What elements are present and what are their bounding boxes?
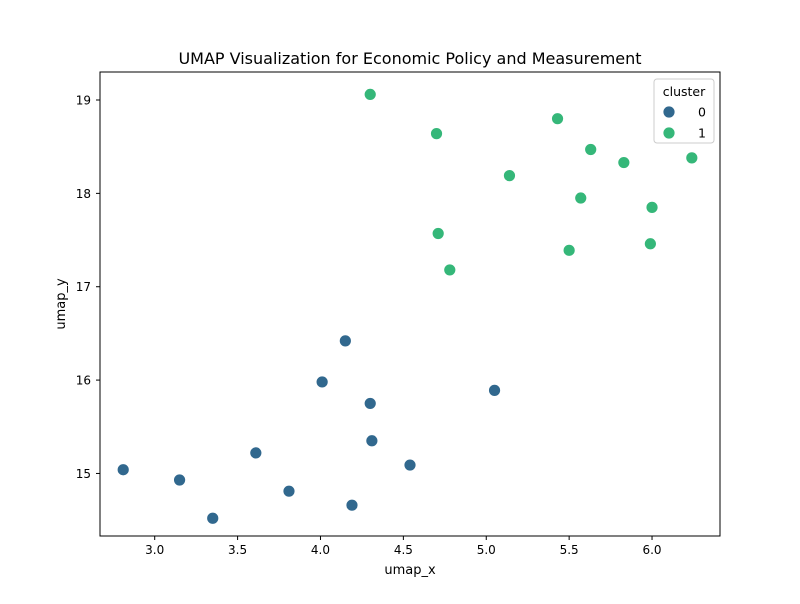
point-cluster-1 (503, 169, 516, 183)
point-cluster-0 (116, 463, 130, 477)
y-axis-label: umap_y (54, 278, 69, 330)
x-tick-label: 3.0 (145, 543, 164, 557)
x-tick-label: 5.0 (477, 543, 496, 557)
legend-marker-cluster-0 (662, 105, 676, 119)
chart-title: UMAP Visualization for Economic Policy a… (178, 49, 641, 68)
y-tick-label: 16 (76, 374, 91, 388)
point-cluster-0 (249, 446, 263, 460)
y-tick-label: 19 (76, 94, 91, 108)
point-cluster-1 (551, 112, 564, 126)
point-cluster-0 (403, 458, 417, 472)
x-tick-label: 6.0 (642, 543, 661, 557)
point-cluster-0 (315, 375, 329, 389)
y-tick-label: 15 (76, 467, 91, 481)
point-cluster-1 (584, 143, 598, 156)
legend: cluster 0 1 (653, 78, 715, 144)
point-cluster-1 (431, 227, 445, 240)
point-cluster-0 (206, 511, 220, 525)
legend-marker-cluster-1 (662, 126, 676, 140)
x-tick-label: 5.5 (560, 543, 579, 557)
x-axis-label: umap_x (384, 563, 436, 578)
point-cluster-0 (338, 334, 352, 348)
x-tick-label: 4.5 (394, 543, 413, 557)
point-cluster-0 (173, 473, 186, 487)
point-cluster-1 (562, 243, 576, 257)
point-cluster-0 (363, 397, 377, 410)
point-cluster-1 (574, 191, 588, 205)
y-axis-ticks: 15 16 17 18 19 (76, 94, 100, 481)
point-cluster-0 (345, 498, 359, 512)
point-cluster-0 (365, 434, 379, 448)
point-cluster-0 (488, 383, 501, 397)
x-tick-label: 4.0 (311, 543, 330, 557)
points-layer (116, 88, 699, 525)
point-cluster-1 (430, 127, 443, 141)
point-cluster-1 (643, 237, 657, 251)
legend-title: cluster (663, 84, 706, 99)
x-tick-label: 3.5 (228, 543, 247, 557)
point-cluster-1 (443, 263, 457, 277)
point-cluster-1 (685, 151, 699, 165)
point-cluster-1 (645, 200, 659, 214)
x-axis-ticks: 3.0 3.5 4.0 4.5 5.0 5.5 6.0 (145, 536, 662, 557)
y-tick-label: 18 (76, 187, 91, 201)
plot-frame (99, 71, 721, 537)
point-cluster-1 (363, 88, 377, 101)
point-cluster-0 (282, 484, 296, 498)
point-cluster-1 (617, 156, 631, 169)
legend-label-cluster-0: 0 (698, 105, 706, 120)
y-tick-label: 17 (76, 280, 91, 294)
legend-label-cluster-1: 1 (698, 126, 706, 141)
